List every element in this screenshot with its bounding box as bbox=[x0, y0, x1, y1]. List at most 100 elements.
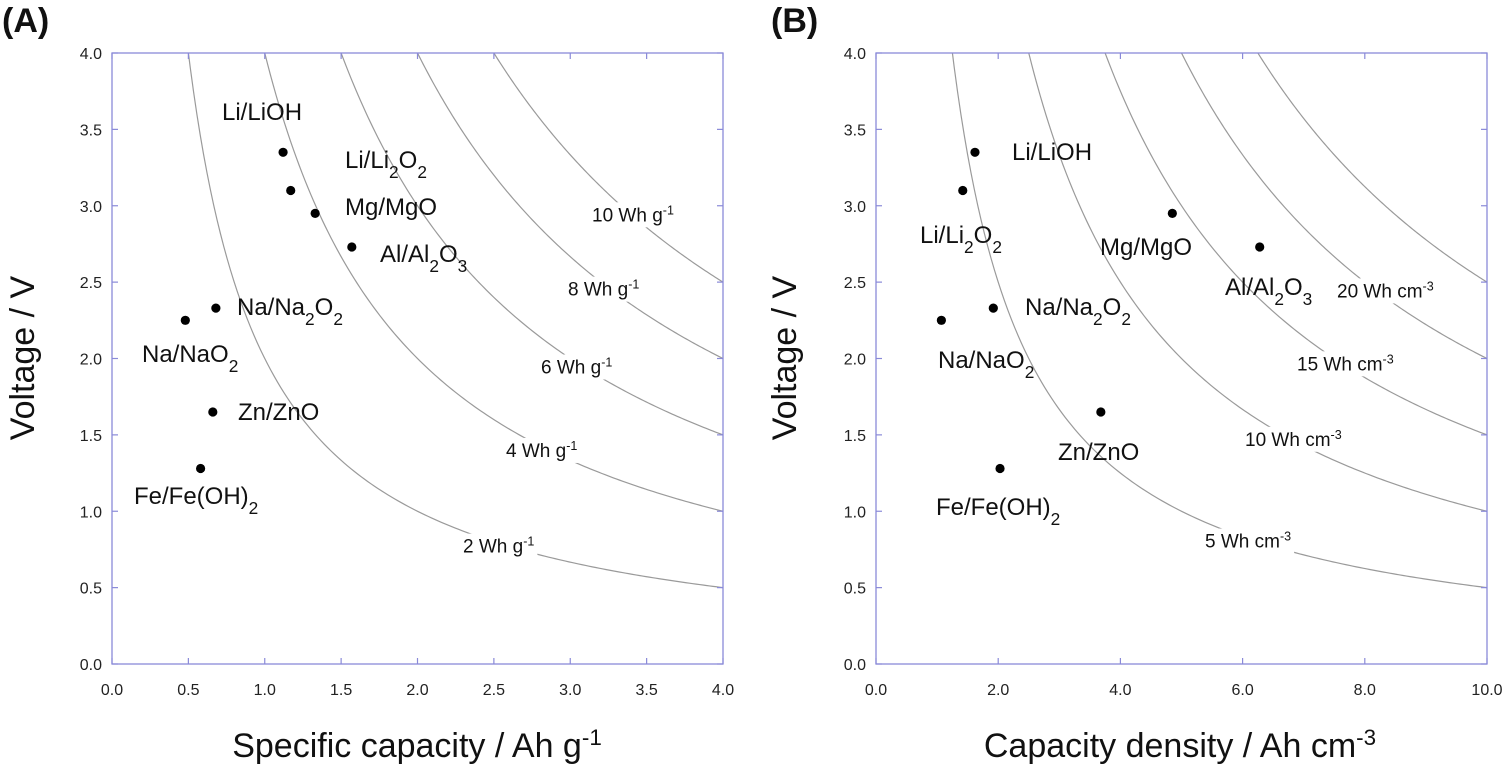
point-label-na-nao2: Na/NaO2 bbox=[142, 341, 238, 376]
point-label-na-nao2: Na/NaO2 bbox=[938, 347, 1034, 382]
energy-curve-15 bbox=[1104, 53, 1487, 436]
energy-curve-5 bbox=[951, 53, 1487, 589]
energy-curve-label-6: 6 Wh g-1 bbox=[541, 356, 612, 379]
y-tick-label: 0.0 bbox=[844, 657, 866, 674]
energy-curve-label-4: 4 Wh g-1 bbox=[506, 439, 577, 462]
y-tick-label: 1.5 bbox=[80, 428, 102, 445]
y-tick-label: 0.0 bbox=[80, 657, 102, 674]
energy-curve-label-bg-20 bbox=[1334, 278, 1437, 304]
x-axis-title: Capacity density / Ah cm-3 bbox=[984, 725, 1376, 766]
point-label-na-na2o2: Na/Na2O2 bbox=[237, 294, 343, 329]
x-tick-label: 1.5 bbox=[330, 682, 352, 699]
y-tick-label: 2.0 bbox=[844, 352, 866, 369]
y-tick-label: 1.0 bbox=[844, 504, 866, 521]
point-li-lioh bbox=[278, 147, 288, 157]
energy-curve-label-bg-6 bbox=[538, 354, 616, 380]
point-li-li2o2 bbox=[286, 185, 296, 196]
point-label-mg-mgo: Mg/MgO bbox=[1100, 234, 1192, 261]
energy-curve-8 bbox=[416, 53, 723, 360]
y-tick-label: 1.5 bbox=[844, 428, 866, 445]
energy-curve-label-bg-8 bbox=[565, 276, 643, 302]
y-tick-label: 2.5 bbox=[844, 275, 866, 292]
y-tick-label: 4.0 bbox=[80, 46, 102, 63]
energy-curve-2 bbox=[187, 53, 723, 589]
energy-curve-label-10: 10 Wh cm-3 bbox=[1245, 428, 1342, 451]
point-zn-zno bbox=[208, 407, 218, 417]
point-fe-fe-oh-2 bbox=[995, 463, 1005, 474]
energy-curve-20 bbox=[1180, 53, 1487, 360]
x-tick-label: 0.5 bbox=[177, 682, 199, 699]
point-label-mg-mgo: Mg/MgO bbox=[345, 194, 437, 221]
panel-label: (A) bbox=[2, 2, 49, 40]
energy-curve-4 bbox=[264, 53, 723, 512]
x-tick-label: 4.0 bbox=[712, 682, 734, 699]
x-tick-label: 6.0 bbox=[1231, 682, 1253, 699]
point-label-zn-zno: Zn/ZnO bbox=[1058, 439, 1139, 466]
point-na-nao2 bbox=[936, 315, 946, 325]
point-label-fe-fe-oh-2: Fe/Fe(OH)2 bbox=[936, 494, 1060, 529]
energy-curve-label-bg-10 bbox=[1242, 426, 1345, 452]
x-tick-label: 4.0 bbox=[1109, 682, 1131, 699]
chart-panel-a: 2 Wh g-1 4 Wh g-1 6 Wh g-1 8 Wh g-1 10 Wh g-… bbox=[2, 2, 734, 765]
point-al-al2o3 bbox=[347, 242, 357, 252]
y-tick-label: 1.0 bbox=[80, 504, 102, 521]
y-tick-label: 2.5 bbox=[80, 275, 102, 292]
energy-curve-label-bg-4 bbox=[503, 437, 581, 463]
point-al-al2o3 bbox=[1255, 242, 1265, 252]
point-label-li-lioh: Li/LiOH bbox=[222, 99, 302, 126]
energy-curves bbox=[187, 53, 723, 589]
point-na-nao2 bbox=[180, 315, 190, 325]
x-tick-label: 3.5 bbox=[636, 682, 658, 699]
point-label-li-li2o2: Li/Li2O2 bbox=[920, 222, 1002, 257]
energy-curve-label-10: 10 Wh g-1 bbox=[592, 203, 674, 226]
y-tick-label: 0.5 bbox=[844, 581, 866, 598]
x-tick-label: 1.0 bbox=[254, 682, 276, 699]
y-tick-label: 0.5 bbox=[80, 581, 102, 598]
energy-curve-10 bbox=[1028, 53, 1487, 512]
point-label-na-na2o2: Na/Na2O2 bbox=[1025, 294, 1131, 329]
energy-curves bbox=[951, 53, 1487, 589]
point-zn-zno bbox=[1096, 407, 1106, 417]
point-li-lioh bbox=[970, 147, 980, 157]
x-axis-title: Specific capacity / Ah g-1 bbox=[232, 725, 602, 766]
x-tick-label: 8.0 bbox=[1354, 682, 1376, 699]
y-tick-label: 3.0 bbox=[80, 199, 102, 216]
energy-curve-6 bbox=[340, 53, 723, 436]
energy-curve-label-bg-15 bbox=[1294, 351, 1397, 377]
y-tick-label: 3.0 bbox=[844, 199, 866, 216]
x-tick-label: 0.0 bbox=[865, 682, 887, 699]
point-na-na2o2 bbox=[211, 303, 221, 313]
y-axis-title: Voltage / V bbox=[4, 275, 42, 440]
energy-curve-label-2: 2 Wh g-1 bbox=[463, 535, 534, 558]
energy-curve-label-bg-5 bbox=[1202, 528, 1295, 554]
energy-curve-label-15: 15 Wh cm-3 bbox=[1297, 352, 1394, 375]
energy-curve-10 bbox=[493, 53, 723, 283]
panel-label: (B) bbox=[771, 2, 818, 40]
y-tick-label: 4.0 bbox=[844, 46, 866, 63]
point-label-al-al2o3: Al/Al2O3 bbox=[1225, 274, 1312, 309]
energy-curve-label-8: 8 Wh g-1 bbox=[568, 278, 639, 301]
point-label-li-li2o2: Li/Li2O2 bbox=[345, 147, 427, 182]
point-mg-mgo bbox=[310, 208, 320, 218]
energy-curve-label-20: 20 Wh cm-3 bbox=[1337, 279, 1434, 302]
x-tick-label: 3.0 bbox=[559, 682, 581, 699]
point-label-zn-zno: Zn/ZnO bbox=[238, 399, 319, 426]
x-tick-label: 0.0 bbox=[101, 682, 123, 699]
point-label-li-lioh: Li/LiOH bbox=[1012, 139, 1092, 166]
y-tick-label: 2.0 bbox=[80, 352, 102, 369]
energy-curve-label-bg-2 bbox=[460, 533, 538, 559]
chart-panel-b: 5 Wh cm-3 10 Wh cm-3 15 Wh cm-3 20 Wh cm-3 0… bbox=[766, 2, 1503, 765]
point-label-fe-fe-oh-2: Fe/Fe(OH)2 bbox=[134, 483, 258, 518]
energy-curve-25 bbox=[1257, 53, 1487, 283]
point-na-na2o2 bbox=[988, 303, 998, 313]
x-tick-label: 2.0 bbox=[406, 682, 428, 699]
point-mg-mgo bbox=[1167, 208, 1177, 218]
point-li-li2o2 bbox=[958, 185, 968, 196]
y-tick-label: 3.5 bbox=[844, 122, 866, 139]
x-tick-label: 10.0 bbox=[1471, 682, 1502, 699]
x-tick-label: 2.5 bbox=[483, 682, 505, 699]
point-label-al-al2o3: Al/Al2O3 bbox=[380, 241, 467, 276]
y-axis-title: Voltage / V bbox=[766, 275, 804, 440]
energy-curve-label-bg-10 bbox=[589, 202, 677, 228]
point-fe-fe-oh-2 bbox=[195, 463, 206, 474]
